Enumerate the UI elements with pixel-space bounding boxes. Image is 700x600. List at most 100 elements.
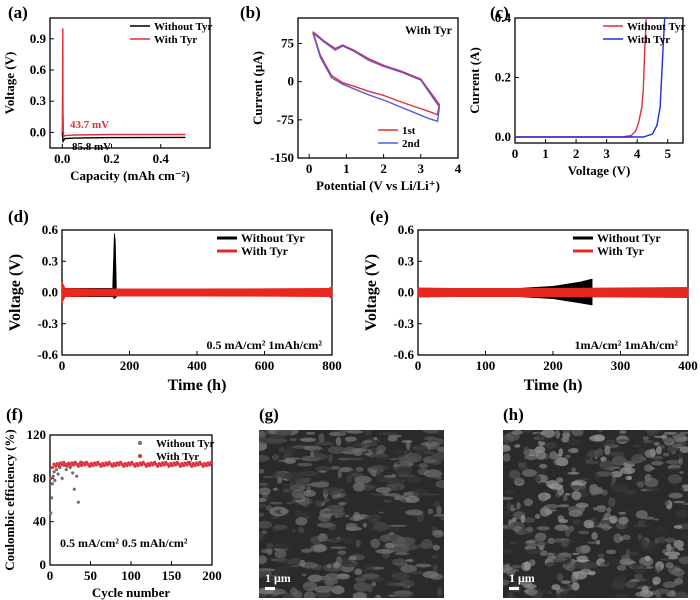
sem-grain bbox=[663, 431, 678, 435]
sem-grain bbox=[392, 543, 410, 554]
sem-grain bbox=[289, 438, 297, 442]
sem-grain bbox=[671, 435, 677, 438]
data-point-with-tyr bbox=[83, 463, 87, 467]
sem-grain bbox=[674, 578, 684, 585]
sem-grain bbox=[282, 483, 291, 487]
sem-grain bbox=[515, 477, 524, 484]
sem-grain bbox=[525, 548, 542, 555]
sem-grain bbox=[328, 453, 333, 463]
y-tick-label: -75 bbox=[277, 112, 295, 127]
sem-grain bbox=[619, 467, 636, 475]
sem-grain bbox=[260, 576, 280, 580]
annotation-condition: 0.5 mA/cm² 1mAh/cm² bbox=[206, 338, 322, 352]
sem-grain bbox=[355, 466, 364, 472]
sem-grain bbox=[300, 548, 312, 553]
sem-grain bbox=[391, 572, 411, 580]
x-tick-label: 0.0 bbox=[54, 151, 70, 166]
sem-grain bbox=[345, 522, 358, 530]
sem-grain bbox=[346, 475, 352, 483]
sem-grain bbox=[562, 431, 571, 439]
sem-grain bbox=[534, 475, 542, 483]
sem-grain bbox=[660, 558, 672, 561]
sem-grain bbox=[385, 542, 395, 549]
sem-grain bbox=[317, 522, 335, 528]
sem-grain bbox=[365, 444, 371, 448]
sem-grain bbox=[655, 594, 662, 598]
series-band-with-tyr bbox=[61, 281, 333, 304]
sem-grain bbox=[568, 525, 575, 532]
data-point-with-tyr bbox=[151, 463, 155, 467]
sem-grain bbox=[406, 440, 411, 451]
sem-grain bbox=[271, 516, 280, 519]
x-tick-label: 200 bbox=[202, 568, 222, 583]
y-tick-label: 0.6 bbox=[42, 222, 59, 237]
sem-grain bbox=[332, 561, 341, 569]
sem-grain bbox=[296, 462, 313, 467]
sem-grain bbox=[381, 592, 390, 598]
x-tick-label: 0.4 bbox=[153, 151, 170, 166]
legend-label: With Tyr bbox=[627, 34, 670, 46]
data-point-with-tyr bbox=[207, 463, 212, 467]
sem-grain bbox=[589, 488, 604, 495]
sem-grain bbox=[609, 515, 618, 524]
sem-grain bbox=[323, 498, 330, 503]
sem-grain bbox=[587, 541, 599, 544]
sem-grain bbox=[283, 444, 295, 455]
sem-grain bbox=[275, 557, 288, 563]
sem-grain bbox=[362, 522, 368, 528]
sem-grain bbox=[619, 430, 627, 435]
sem-grain bbox=[396, 473, 416, 478]
y-tick-label: -0.3 bbox=[393, 316, 414, 331]
sem-grain bbox=[597, 553, 605, 559]
sem-grain bbox=[345, 495, 350, 504]
sem-grain bbox=[293, 454, 307, 457]
data-point-with-tyr bbox=[156, 464, 160, 468]
data-point-with-tyr bbox=[162, 463, 166, 467]
sem-grain bbox=[662, 437, 673, 444]
x-tick-label: 400 bbox=[678, 358, 698, 373]
sem-grain bbox=[291, 480, 297, 485]
sem-grain bbox=[352, 591, 367, 598]
sem-grain bbox=[274, 548, 287, 559]
sem-grain bbox=[397, 476, 402, 481]
sem-grain bbox=[437, 430, 444, 436]
sem-grain bbox=[504, 490, 514, 495]
sem-grain bbox=[292, 567, 297, 572]
sem-grain bbox=[626, 548, 631, 557]
sem-grain bbox=[571, 571, 584, 574]
sem-grain bbox=[567, 471, 580, 475]
sem-grain bbox=[346, 430, 364, 434]
sem-grain bbox=[606, 525, 613, 529]
sem-grain bbox=[404, 559, 414, 562]
sem-grain bbox=[639, 447, 645, 457]
y-tick-label: 80 bbox=[33, 470, 46, 485]
x-tick-label: 3 bbox=[603, 146, 610, 161]
sem-grain bbox=[673, 539, 684, 549]
sem-grain bbox=[394, 586, 405, 591]
sem-grain bbox=[274, 430, 291, 436]
sem-grain bbox=[562, 430, 572, 434]
y-tick-label: 0.2 bbox=[495, 70, 511, 85]
sem-grain bbox=[655, 566, 662, 573]
sem-grain bbox=[266, 542, 274, 550]
sem-grain bbox=[351, 472, 363, 477]
sem-grain bbox=[654, 526, 668, 535]
sem-grain bbox=[436, 446, 444, 453]
sem-grain bbox=[509, 541, 518, 545]
data-point-without-tyr bbox=[71, 471, 75, 475]
sem-grain bbox=[299, 470, 319, 477]
sem-grain bbox=[259, 503, 267, 508]
legend-label: With Tyr bbox=[156, 451, 199, 463]
sem-grain bbox=[310, 481, 330, 488]
sem-grain bbox=[344, 503, 358, 506]
sem-grain bbox=[651, 460, 664, 466]
data-point-without-tyr bbox=[52, 470, 56, 474]
sem-grain bbox=[611, 455, 627, 466]
sem-grain bbox=[284, 471, 304, 482]
legend-label: Without Tyr bbox=[241, 231, 305, 245]
panel-label-h: (h) bbox=[503, 405, 524, 424]
sem-grain bbox=[337, 457, 353, 461]
data-point-with-tyr bbox=[185, 463, 189, 467]
sem-grain bbox=[633, 563, 647, 574]
